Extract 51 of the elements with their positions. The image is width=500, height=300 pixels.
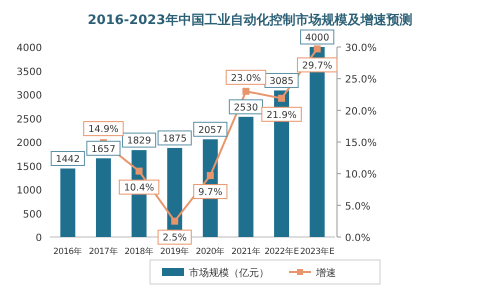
x-tick-label: 2017年 xyxy=(88,246,118,257)
data-label: 14.9% xyxy=(88,124,119,136)
y2-tick-label: 0.0% xyxy=(345,233,370,244)
data-label: 23.0% xyxy=(230,72,262,84)
y2-tick-label: 10.0% xyxy=(345,170,377,181)
y2-tick-label: 25.0% xyxy=(345,74,377,86)
y-tick-label: 1000 xyxy=(16,186,42,196)
data-label: 10.4% xyxy=(124,182,154,194)
y-tick-label: 3000 xyxy=(16,90,42,102)
y-tick-label: 1500 xyxy=(16,162,42,173)
x-tick-label: 2023年E xyxy=(300,246,334,257)
point xyxy=(314,45,321,52)
data-label: 3085 xyxy=(269,76,294,87)
x-tick-label: 2018年 xyxy=(124,246,154,257)
data-label: 1829 xyxy=(126,136,152,147)
point xyxy=(242,88,250,95)
x-tick-label: 2021年 xyxy=(231,246,261,257)
data-label: 29.7% xyxy=(302,60,332,72)
data-label: 1875 xyxy=(162,133,187,144)
data-label: 21.9% xyxy=(266,110,297,121)
y-tick-label: 2500 xyxy=(16,114,42,126)
data-label: 9.7% xyxy=(198,187,222,198)
data-label: 4000 xyxy=(305,32,330,44)
x-tick-label: 2020年 xyxy=(196,246,226,257)
data-label: 2057 xyxy=(198,124,222,136)
bar xyxy=(238,116,254,237)
x-tick-label: 2022年E xyxy=(264,246,299,257)
y-tick-label: 500 xyxy=(22,209,42,220)
data-label: 2530 xyxy=(234,102,258,114)
data-label: 1657 xyxy=(91,144,116,155)
x-tick-label: 2016年 xyxy=(53,246,83,257)
point xyxy=(206,172,214,180)
legend-label: 市场规模（亿元） xyxy=(189,267,269,279)
x-tick-label: 2019年 xyxy=(160,246,190,257)
y2-tick-label: 20.0% xyxy=(345,106,377,118)
y2-tick-label: 30.0% xyxy=(345,43,377,54)
y-tick-label: 0 xyxy=(36,233,42,244)
point xyxy=(136,168,143,175)
y-tick-label: 3500 xyxy=(16,66,42,78)
bar xyxy=(96,158,111,237)
y-tick-label: 4000 xyxy=(16,43,42,54)
bar xyxy=(60,168,76,237)
chart-title: 2016-2023年中国工业自动化控制市场规模及增速预测 xyxy=(88,12,412,28)
data-label: 2.5% xyxy=(162,232,187,244)
point xyxy=(171,218,178,225)
point xyxy=(278,94,286,102)
y2-tick-label: 5.0% xyxy=(345,201,370,212)
legend-label: 增速 xyxy=(315,267,336,279)
data-label: 1442 xyxy=(56,154,80,166)
y-tick-label: 2000 xyxy=(16,138,42,149)
y2-tick-label: 15.0% xyxy=(345,138,377,149)
